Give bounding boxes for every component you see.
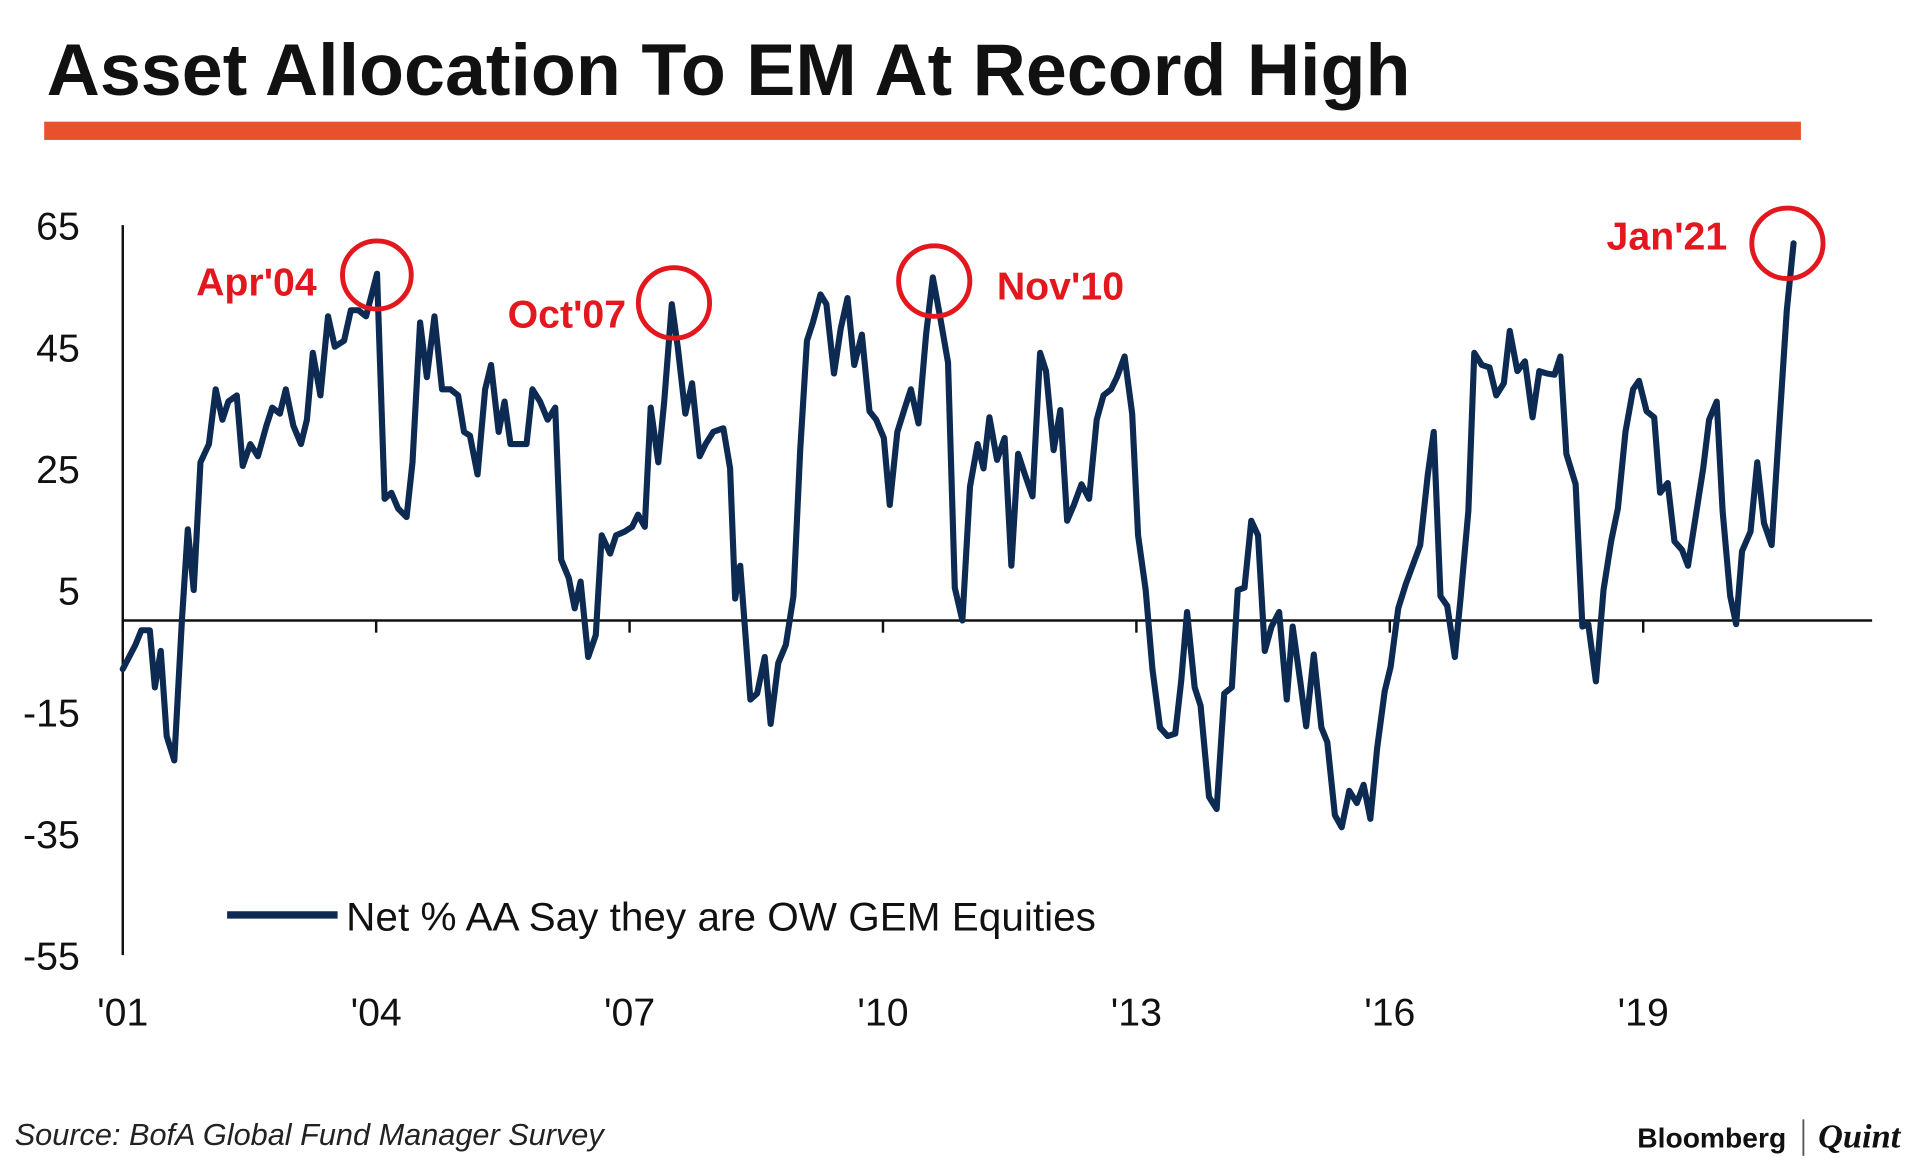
annotation: Nov'10 — [997, 265, 1124, 308]
annotation-circle — [896, 243, 973, 319]
annotation-circle — [1749, 205, 1826, 282]
annotation: Apr'04 — [196, 262, 317, 305]
chart-title: Asset Allocation To EM At Record High — [47, 29, 1411, 111]
legend-label: Net % AA Say they are OW GEM Equities — [346, 894, 1096, 940]
annotations: Apr'04 Oct'07 Nov'10 Jan'21 — [196, 205, 1826, 341]
series-line — [119, 240, 1797, 831]
y-tick-label: -15 — [23, 693, 80, 736]
x-tick-label: '13 — [1111, 992, 1162, 1035]
brand: Bloomberg — [1637, 1122, 1786, 1153]
y-tick-label: 5 — [58, 571, 80, 614]
x-tick-label: '19 — [1618, 992, 1669, 1035]
y-tick-label: 25 — [36, 449, 80, 492]
source: Source: BofA Global Fund Manager Survey — [15, 1118, 606, 1152]
axes: 65 45 25 5 -15 -35 -55 '01 '04 '07 '10 '13 '16 '19 — [23, 206, 1873, 1035]
annotation: Jan'21 — [1607, 216, 1728, 259]
annotation: Oct'07 — [508, 293, 626, 336]
y-tick-label: -55 — [23, 936, 80, 979]
x-tick-label: '10 — [857, 992, 908, 1035]
title-rule — [44, 121, 1801, 140]
annotation-circle — [340, 238, 414, 312]
x-tick-label: '01 — [97, 992, 148, 1035]
legend: Net % AA Say they are OW GEM Equities — [227, 894, 1096, 940]
x-tick-label: '16 — [1364, 992, 1415, 1035]
y-tick-label: 65 — [36, 206, 80, 249]
brand: Quint — [1818, 1118, 1902, 1155]
y-tick-label: -35 — [23, 814, 80, 857]
y-tick-label: 45 — [36, 328, 80, 371]
x-tick-label: '07 — [604, 992, 655, 1035]
marks — [119, 240, 1797, 831]
x-tick-label: '04 — [351, 992, 402, 1035]
annotation-circle — [635, 265, 713, 341]
